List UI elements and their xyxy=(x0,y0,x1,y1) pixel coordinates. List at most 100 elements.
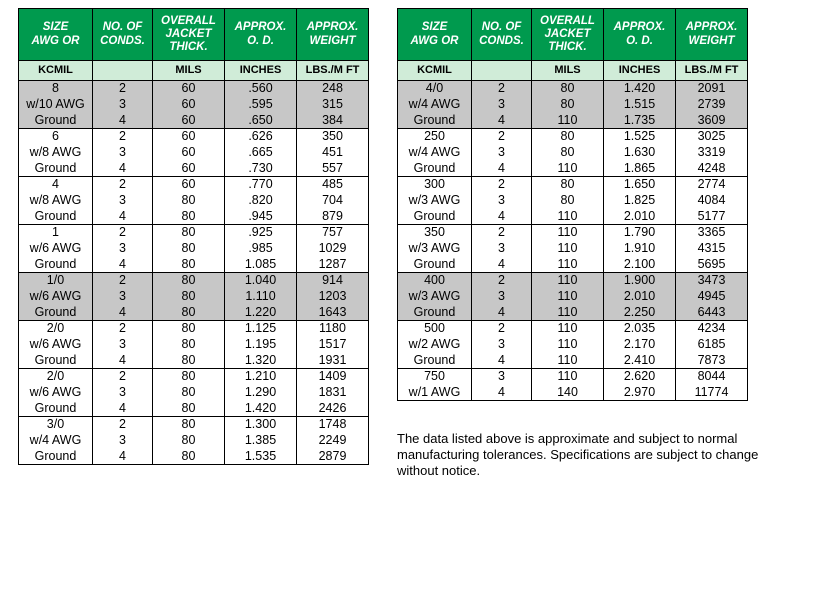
table-row: w/10 AWG360.595315 xyxy=(19,96,369,112)
cell: 1.825 xyxy=(604,192,676,208)
cell: 110 xyxy=(532,336,604,352)
cell: 3 xyxy=(472,144,532,160)
cell: 80 xyxy=(153,208,225,224)
table-row: 2/02801.2101409 xyxy=(19,368,369,384)
cell: 3 xyxy=(472,368,532,384)
table-row: 1/02801.040914 xyxy=(19,272,369,288)
cell: 110 xyxy=(532,368,604,384)
col-header: APPROX.O. D. xyxy=(225,9,297,61)
cell: 80 xyxy=(532,128,604,144)
cell: 80 xyxy=(153,368,225,384)
cell: 315 xyxy=(297,96,369,112)
cell: w/3 AWG xyxy=(398,288,472,304)
cell: 3 xyxy=(472,336,532,352)
cell: 1/0 xyxy=(19,272,93,288)
cell: 110 xyxy=(532,112,604,128)
cell: 80 xyxy=(153,240,225,256)
cell: 2774 xyxy=(676,176,748,192)
table-row: Ground4801.5352879 xyxy=(19,448,369,464)
cell: 2426 xyxy=(297,400,369,416)
cell: 3 xyxy=(472,96,532,112)
cell: 110 xyxy=(532,288,604,304)
table-row: 2/02801.1251180 xyxy=(19,320,369,336)
table-row: Ground460.730557 xyxy=(19,160,369,176)
cell: .820 xyxy=(225,192,297,208)
cell: 80 xyxy=(153,272,225,288)
cell: 4 xyxy=(93,112,153,128)
cell: 80 xyxy=(153,192,225,208)
table-row: w/8 AWG360.665451 xyxy=(19,144,369,160)
cell: w/8 AWG xyxy=(19,144,93,160)
cell: Ground xyxy=(398,208,472,224)
cell: 1203 xyxy=(297,288,369,304)
cell: 4 xyxy=(93,352,153,368)
cell: 1.535 xyxy=(225,448,297,464)
table-row: w/3 AWG31102.0104945 xyxy=(398,288,748,304)
cell: 914 xyxy=(297,272,369,288)
cell: w/10 AWG xyxy=(19,96,93,112)
table-row: w/3 AWG31101.9104315 xyxy=(398,240,748,256)
cell: 384 xyxy=(297,112,369,128)
spec-table-left: SIZEAWG OR NO. OFCONDS. OVERALLJACKETTHI… xyxy=(18,8,369,465)
cell: .626 xyxy=(225,128,297,144)
cell: 350 xyxy=(398,224,472,240)
table-row: 35021101.7903365 xyxy=(398,224,748,240)
col-header: NO. OFCONDS. xyxy=(93,9,153,61)
table-row: Ground41101.7353609 xyxy=(398,112,748,128)
left-table-wrap: SIZEAWG OR NO. OFCONDS. OVERALLJACKETTHI… xyxy=(18,8,369,465)
cell: 80 xyxy=(153,400,225,416)
cell: 2.010 xyxy=(604,208,676,224)
cell: 1.040 xyxy=(225,272,297,288)
cell: 80 xyxy=(532,192,604,208)
cell: 248 xyxy=(297,80,369,96)
cell: 1.085 xyxy=(225,256,297,272)
right-table-wrap: SIZEAWG OR NO. OFCONDS. OVERALLJACKETTHI… xyxy=(397,8,767,401)
cell: 2 xyxy=(93,176,153,192)
table-body-right: 4/02801.4202091w/4 AWG3801.5152739Ground… xyxy=(398,80,748,400)
cell: 110 xyxy=(532,256,604,272)
table-row: 4260.770485 xyxy=(19,176,369,192)
cell: w/3 AWG xyxy=(398,192,472,208)
cell: 80 xyxy=(153,320,225,336)
table-body-left: 8260.560248w/10 AWG360.595315Ground460.6… xyxy=(19,80,369,464)
cell: 110 xyxy=(532,320,604,336)
col-header: SIZEAWG OR xyxy=(398,9,472,61)
cell: 2.970 xyxy=(604,384,676,400)
cell: 4/0 xyxy=(398,80,472,96)
cell: 80 xyxy=(532,96,604,112)
cell: 80 xyxy=(153,448,225,464)
cell: 1517 xyxy=(297,336,369,352)
col-header: SIZEAWG OR xyxy=(19,9,93,61)
table-row: Ground4801.2201643 xyxy=(19,304,369,320)
cell: 1.630 xyxy=(604,144,676,160)
cell: 4 xyxy=(93,256,153,272)
cell: 4 xyxy=(472,352,532,368)
cell: 3365 xyxy=(676,224,748,240)
cell: w/6 AWG xyxy=(19,240,93,256)
cell: .650 xyxy=(225,112,297,128)
cell: 60 xyxy=(153,160,225,176)
cell: .730 xyxy=(225,160,297,176)
cell: 80 xyxy=(532,80,604,96)
cell: 500 xyxy=(398,320,472,336)
cell: 80 xyxy=(153,416,225,432)
cell: 2.170 xyxy=(604,336,676,352)
cell: .925 xyxy=(225,224,297,240)
cell: w/1 AWG xyxy=(398,384,472,400)
cell: 3 xyxy=(93,192,153,208)
cell: 1180 xyxy=(297,320,369,336)
cell: 1.900 xyxy=(604,272,676,288)
cell: 110 xyxy=(532,240,604,256)
cell: 1287 xyxy=(297,256,369,272)
cell: 350 xyxy=(297,128,369,144)
table-row: w/8 AWG380.820704 xyxy=(19,192,369,208)
cell: 1.790 xyxy=(604,224,676,240)
table-row: 4/02801.4202091 xyxy=(398,80,748,96)
cell: 3 xyxy=(93,432,153,448)
cell: 3 xyxy=(93,384,153,400)
col-header: OVERALLJACKETTHICK. xyxy=(532,9,604,61)
cell: 1.125 xyxy=(225,320,297,336)
cell: 110 xyxy=(532,224,604,240)
table-row: Ground41102.4107873 xyxy=(398,352,748,368)
cell: 1.210 xyxy=(225,368,297,384)
